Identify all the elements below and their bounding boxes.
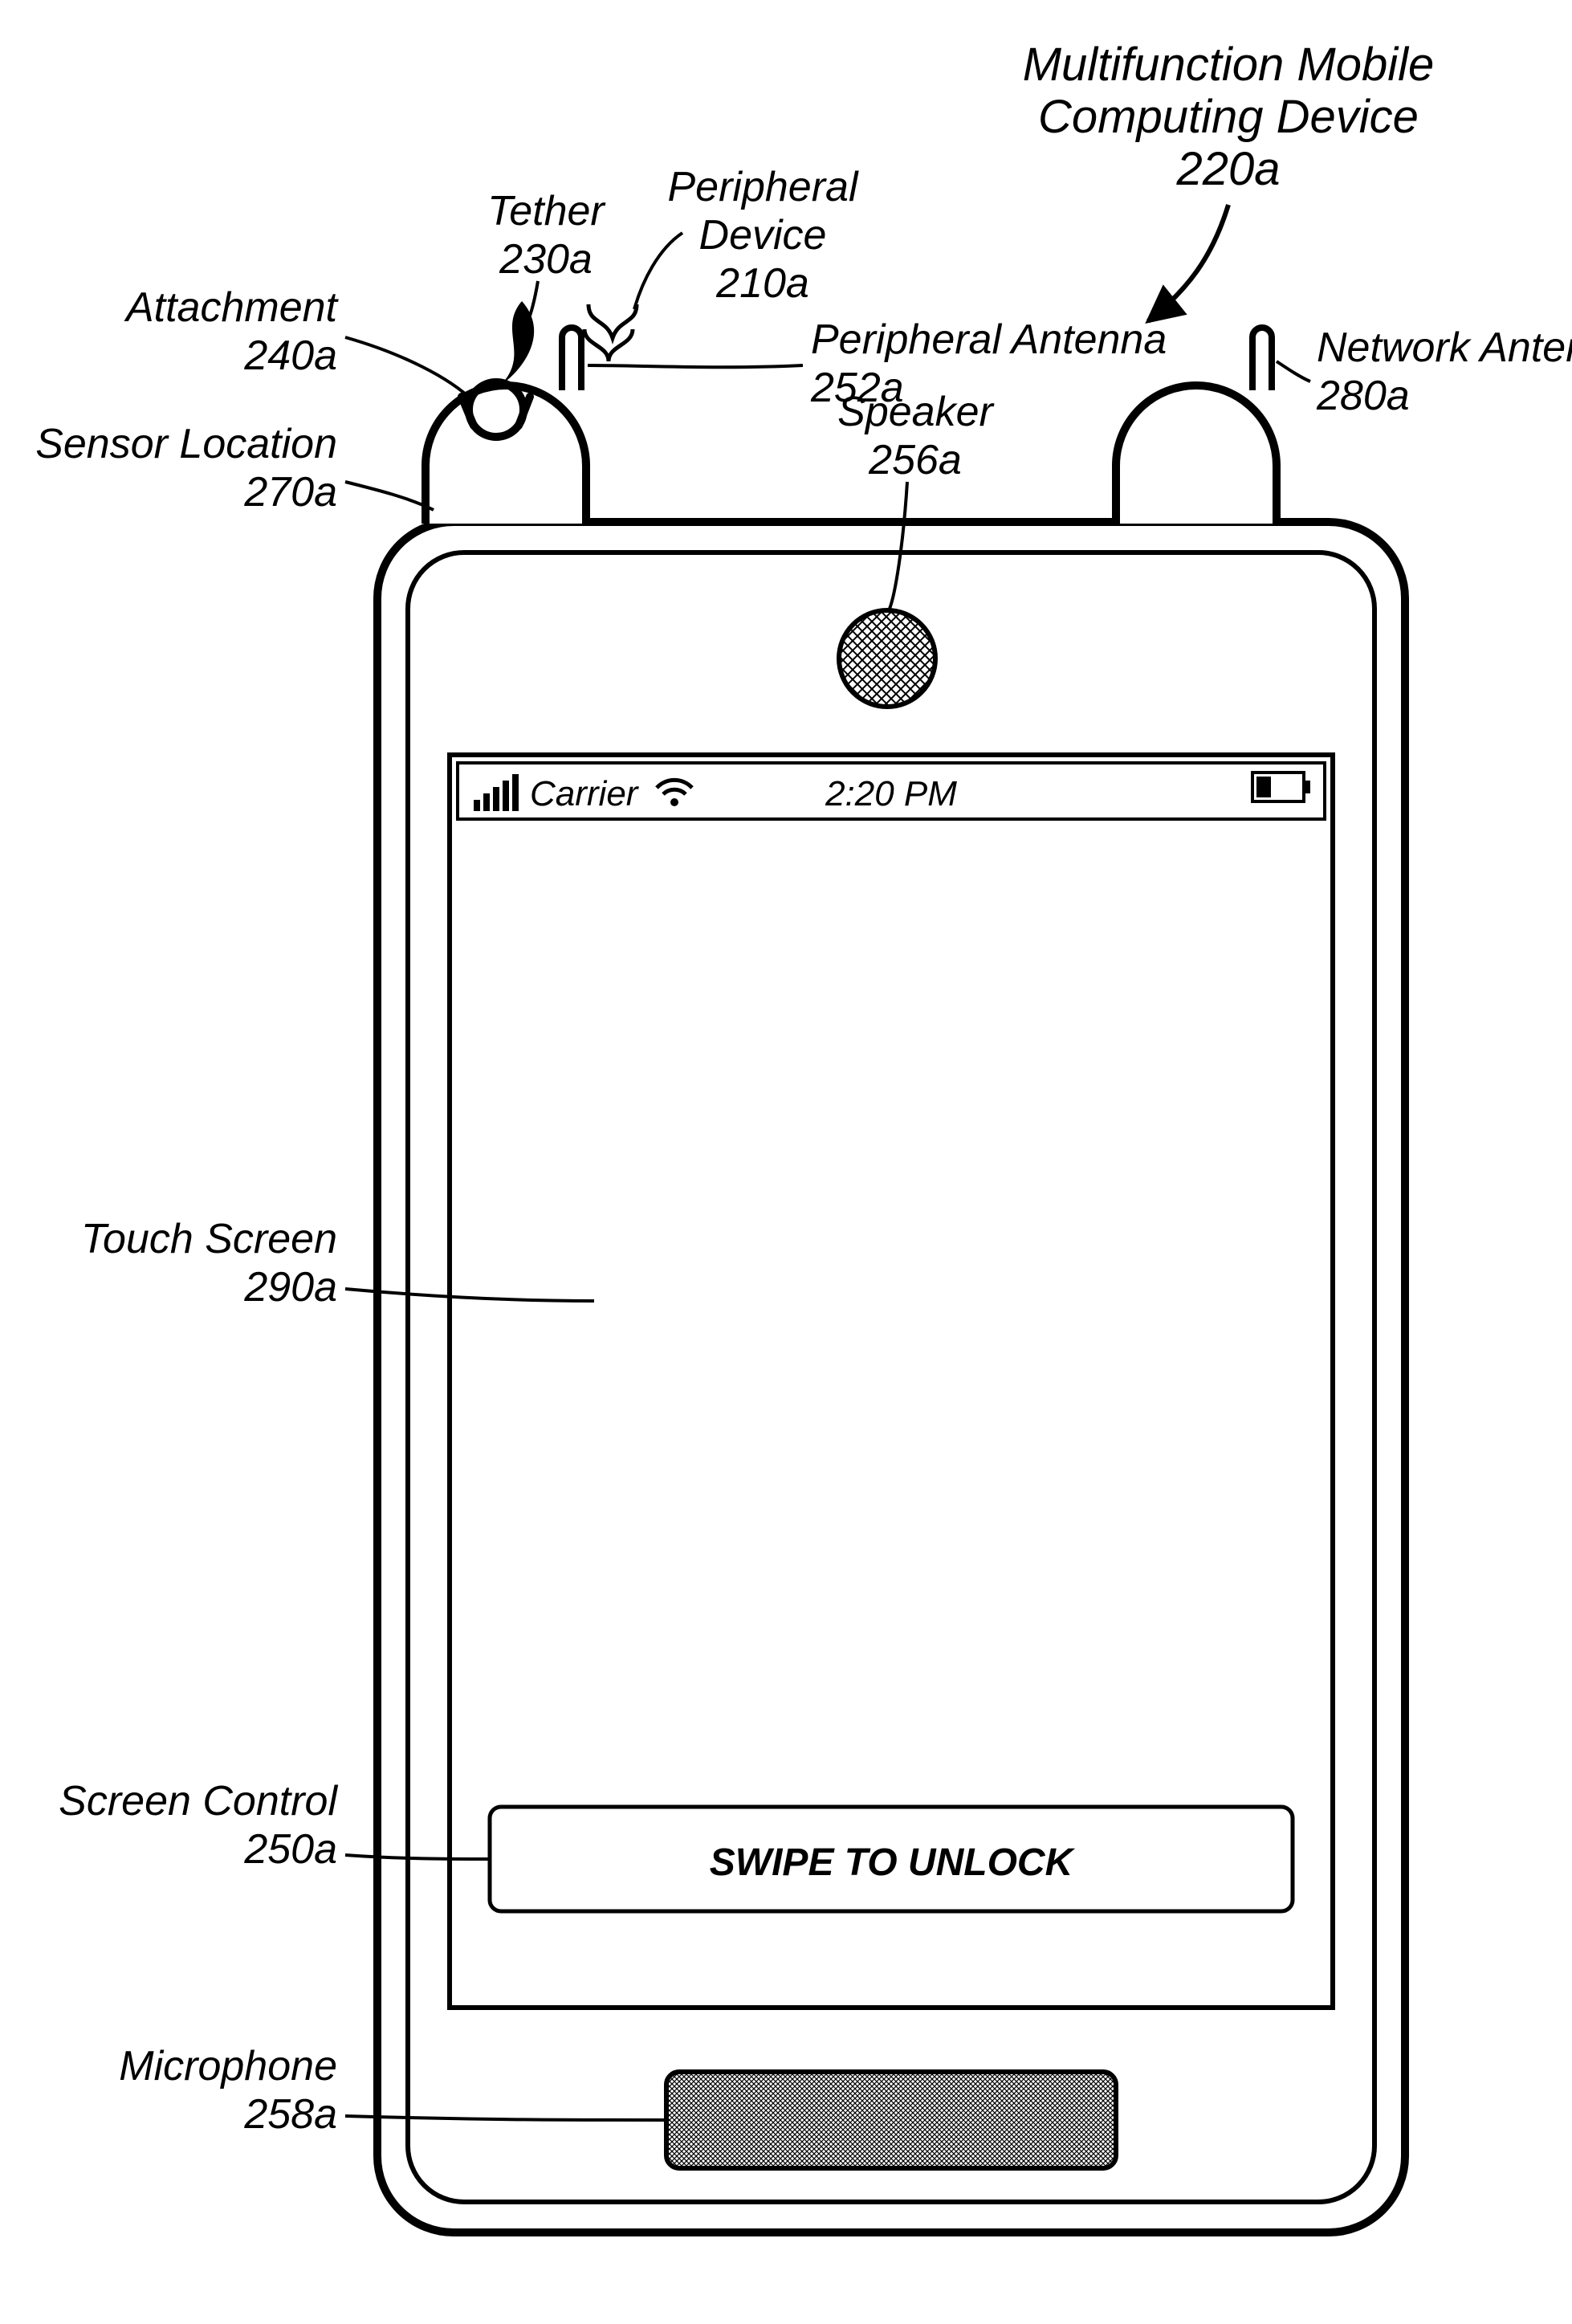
svg-text:Peripheral: Peripheral xyxy=(667,164,858,210)
carrier-label: Carrier xyxy=(530,774,640,813)
svg-text:270a: 270a xyxy=(243,469,337,516)
svg-text:280a: 280a xyxy=(1316,373,1410,419)
svg-text:258a: 258a xyxy=(243,2091,337,2138)
label-sensor: Sensor Location 270a xyxy=(35,421,434,516)
swipe-label: SWIPE TO UNLOCK xyxy=(710,1841,1076,1884)
time-label: 2:20 PM xyxy=(825,774,957,813)
svg-text:Tether: Tether xyxy=(487,188,606,234)
title-ref: 220a xyxy=(1175,143,1280,195)
left-housing xyxy=(426,301,586,524)
svg-text:Speaker: Speaker xyxy=(837,389,995,435)
speaker xyxy=(839,610,935,707)
svg-text:210a: 210a xyxy=(715,260,809,307)
svg-text:Attachment: Attachment xyxy=(124,284,340,331)
patent-figure: Multifunction Mobile Computing Device 22… xyxy=(0,0,1572,2324)
title-line2: Computing Device xyxy=(1038,91,1419,143)
svg-text:290a: 290a xyxy=(243,1264,337,1311)
svg-text:Peripheral Antenna: Peripheral Antenna xyxy=(811,316,1167,363)
svg-text:Network Antenna: Network Antenna xyxy=(1317,324,1572,371)
label-peripheral: Peripheral Device 210a xyxy=(634,164,859,309)
svg-text:230a: 230a xyxy=(499,236,593,283)
label-attachment: Attachment 240a xyxy=(124,284,474,402)
svg-text:Device: Device xyxy=(699,212,827,259)
title-block: Multifunction Mobile Computing Device 22… xyxy=(1023,39,1435,321)
svg-text:256a: 256a xyxy=(868,437,962,483)
svg-text:240a: 240a xyxy=(243,332,337,379)
svg-text:Screen Control: Screen Control xyxy=(59,1778,338,1825)
svg-text:Touch Screen: Touch Screen xyxy=(81,1216,337,1262)
microphone xyxy=(666,2072,1116,2168)
svg-text:250a: 250a xyxy=(243,1826,337,1873)
svg-text:Sensor Location: Sensor Location xyxy=(35,421,337,467)
label-net-antenna: Network Antenna 280a xyxy=(1277,324,1572,419)
title-line1: Multifunction Mobile xyxy=(1023,39,1435,91)
peripheral-brace xyxy=(584,249,650,361)
status-bar: Carrier 2:20 PM xyxy=(458,763,1325,819)
screen-control[interactable]: SWIPE TO UNLOCK xyxy=(490,1807,1293,1911)
svg-text:Microphone: Microphone xyxy=(119,2043,337,2090)
